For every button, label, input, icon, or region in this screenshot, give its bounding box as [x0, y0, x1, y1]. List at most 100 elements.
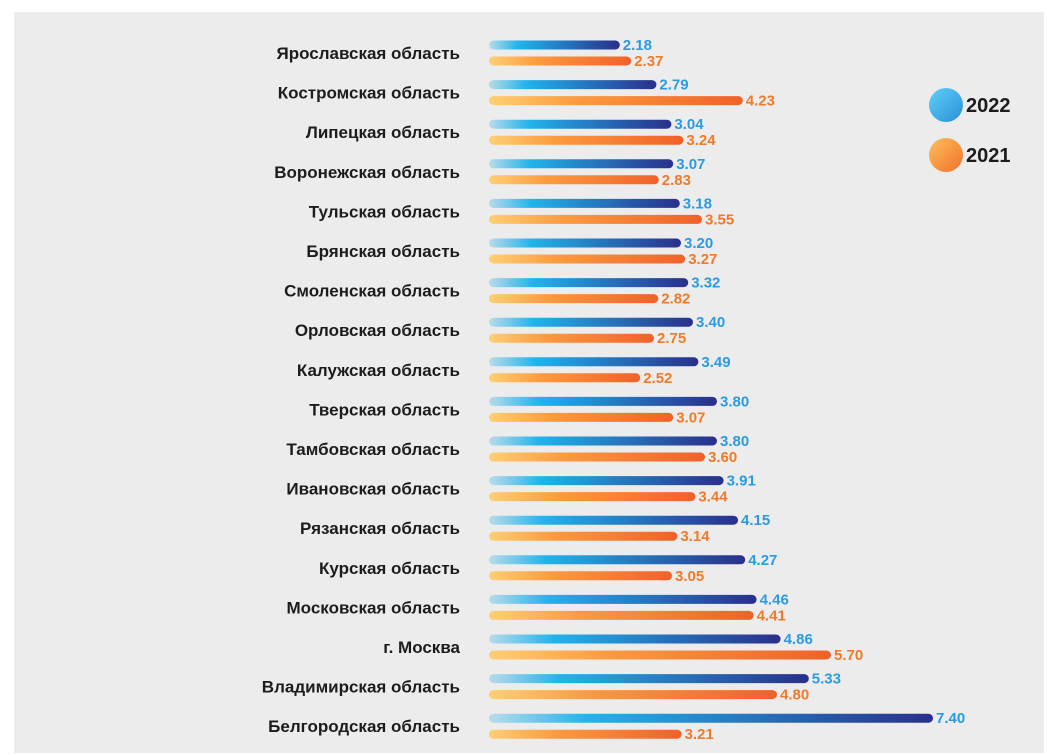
bar-2022: [489, 674, 809, 684]
bar-2021: [489, 492, 696, 502]
value-label-2021: 2.82: [661, 291, 690, 308]
category-label: Ивановская область: [286, 480, 460, 499]
legend-item-2022: 2022: [929, 88, 1011, 122]
category-label: Костромская область: [278, 84, 460, 103]
category-row: Курская область 4.27 3.05: [319, 552, 777, 585]
value-label-2021: 3.24: [686, 132, 716, 149]
category-label: Московская область: [287, 598, 460, 617]
legend-label-2022: 2022: [966, 95, 1011, 117]
value-label-2021: 5.70: [834, 647, 863, 664]
bar-2021: [489, 412, 674, 422]
category-label: Тверская область: [309, 400, 460, 419]
bar-2021: [489, 96, 743, 106]
category-row: Воронежская область 3.072.83: [274, 156, 705, 189]
bar-2021: [489, 333, 654, 343]
category-row: г. Москва 4.86 5.70: [383, 631, 863, 664]
bar-chart: Ярославская область 2.182.37 Костромская о…: [262, 37, 1011, 743]
value-label-2022: 3.80: [720, 393, 749, 410]
bar-2021: [489, 610, 754, 620]
value-label-2021: 4.41: [757, 607, 786, 624]
category-row: Рязанская область 4.15 3.14: [300, 512, 770, 545]
value-label-2022: 3.80: [720, 433, 749, 450]
category-row: Ярославская область 2.182.37: [276, 37, 663, 70]
value-label-2021: 3.44: [698, 489, 728, 506]
bar-2021: [489, 452, 705, 462]
bar-2021: [489, 135, 684, 145]
value-label-2022: 4.27: [748, 552, 777, 569]
category-label: Брянская область: [306, 242, 460, 261]
value-label-2022: 3.49: [701, 354, 730, 371]
value-label-2021: 3.60: [708, 449, 737, 466]
legend-label-2021: 2021: [966, 145, 1011, 167]
category-row: Калужская область 3.49 2.52: [297, 354, 731, 387]
bar-2022: [489, 40, 620, 50]
bar-2022: [489, 713, 933, 723]
bar-2022: [489, 317, 693, 327]
category-label: Владимирская область: [262, 678, 460, 697]
value-label-2021: 2.83: [662, 172, 691, 189]
category-label: Калужская область: [297, 361, 460, 380]
value-label-2022: 3.18: [683, 195, 712, 212]
value-label-2021: 3.14: [680, 528, 710, 545]
value-label-2022: 2.18: [623, 37, 652, 54]
bar-2022: [489, 159, 674, 169]
value-label-2022: 5.33: [812, 671, 841, 688]
category-label: Ярославская область: [276, 44, 460, 63]
category-row: Московская область 4.464.41: [287, 591, 789, 624]
category-label: Воронежская область: [274, 163, 460, 182]
bar-2022: [489, 634, 781, 644]
value-label-2021: 4.80: [780, 687, 809, 704]
category-label: Белгородская область: [268, 717, 460, 736]
category-label: Орловская область: [295, 321, 460, 340]
value-label-2022: 4.86: [784, 631, 813, 648]
bar-2022: [489, 278, 689, 288]
bar-2022: [489, 594, 757, 604]
category-row: Тульская область 3.183.55: [309, 195, 734, 228]
value-label-2022: 7.40: [936, 710, 965, 727]
value-label-2022: 2.79: [659, 77, 688, 94]
legend-swatch-2021: [929, 138, 963, 172]
bar-2022: [489, 80, 657, 90]
bar-2021: [489, 690, 777, 700]
value-label-2021: 3.21: [685, 726, 714, 743]
value-label-2022: 3.40: [696, 314, 725, 331]
value-label-2021: 3.05: [675, 568, 704, 585]
value-label-2021: 2.75: [657, 330, 686, 347]
chart-panel: Ярославская область 2.18 2.37 Костромская о…: [14, 12, 1044, 753]
value-label-2022: 4.46: [760, 591, 789, 608]
category-label: Смоленская область: [284, 282, 460, 301]
category-row: Смоленская область 3.322.82: [284, 275, 720, 308]
category-label: Липецкая область: [306, 123, 460, 142]
bar-2021: [489, 56, 632, 66]
bar-2022: [489, 198, 680, 208]
value-label-2022: 3.32: [691, 275, 720, 292]
bar-2021: [489, 571, 672, 581]
category-row: Белгородская область 7.40 3.21: [268, 710, 965, 743]
category-row: Владимирская область 5.334.80: [262, 671, 841, 704]
legend-swatch-2022: [929, 88, 963, 122]
category-label: Тульская область: [309, 202, 460, 221]
bar-2021: [489, 729, 682, 739]
bar-2021: [489, 373, 641, 383]
value-label-2022: 3.04: [674, 116, 704, 133]
category-label: Рязанская область: [300, 519, 460, 538]
category-row: Ивановская область 3.913.44: [286, 473, 755, 506]
bar-2022: [489, 396, 717, 406]
category-row: Костромская область 2.79 4.23: [278, 77, 775, 110]
bar-2021: [489, 294, 659, 304]
value-label-2021: 3.55: [705, 211, 734, 228]
legend-item-2021: 2021: [929, 138, 1011, 172]
category-label: Курская область: [319, 559, 460, 578]
value-label-2021: 2.52: [643, 370, 672, 387]
category-label: Тамбовская область: [286, 440, 460, 459]
legend: 2022 2021: [929, 88, 1011, 172]
category-row: Тверская область 3.80 3.07: [309, 393, 749, 426]
category-label: г. Москва: [383, 638, 460, 657]
bar-2021: [489, 650, 831, 660]
category-row: Орловская область 3.40 2.75: [295, 314, 725, 347]
bar-2022: [489, 515, 738, 525]
bar-2022: [489, 238, 681, 248]
bar-2022: [489, 436, 717, 446]
bar-2021: [489, 531, 678, 541]
value-label-2022: 3.91: [727, 473, 756, 490]
